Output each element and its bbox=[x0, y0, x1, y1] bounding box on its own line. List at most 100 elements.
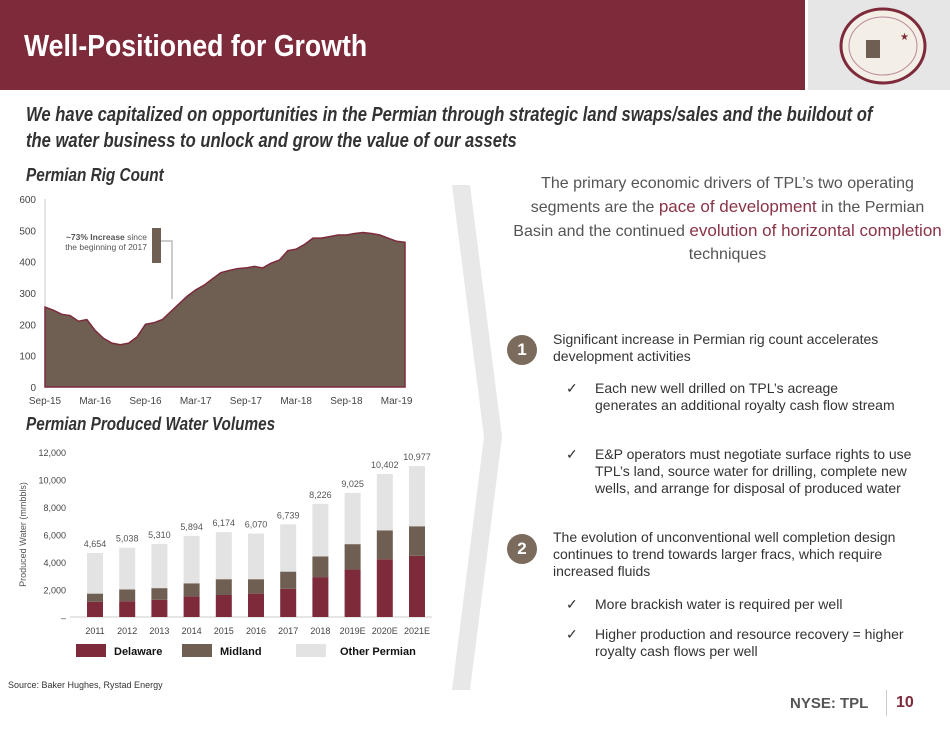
bullet-text: More brackish water is required per well bbox=[595, 596, 843, 612]
x-tick-label: 2016 bbox=[246, 626, 266, 636]
y-tick-label: 10,000 bbox=[38, 476, 66, 486]
bar-delaware bbox=[409, 555, 425, 617]
bar-other-permian bbox=[344, 492, 361, 545]
y-tick-label: 200 bbox=[19, 320, 36, 331]
intro-text: The primary economic drivers of TPL’s tw… bbox=[513, 175, 942, 263]
x-tick-label: Mar-17 bbox=[180, 396, 212, 407]
x-tick-label: Mar-18 bbox=[280, 396, 312, 407]
y-tick-label: 12,000 bbox=[38, 448, 66, 458]
bar-delaware bbox=[151, 599, 168, 617]
x-tick-label: 2021E bbox=[404, 626, 430, 636]
y-tick-label: 6,000 bbox=[43, 531, 66, 541]
bar-other-permian bbox=[215, 532, 232, 580]
water-chart: – 2,000 4,000 6,000 8,000 10,000 12,000 Produce… bbox=[18, 448, 432, 658]
svg-text:★: ★ bbox=[900, 32, 909, 43]
data-label: 4,654 bbox=[84, 539, 107, 549]
header-bar bbox=[0, 0, 805, 90]
y-tick-label: – bbox=[61, 613, 66, 623]
chevron-divider bbox=[452, 185, 502, 690]
ticker: NYSE: TPL bbox=[790, 695, 869, 712]
bar-other-permian bbox=[376, 473, 393, 531]
annotation-text: ~73% Increase since bbox=[66, 232, 147, 242]
x-tick-label: 2018 bbox=[310, 626, 330, 636]
bullet-text: E&P operators must negotiate surface rig… bbox=[595, 446, 912, 496]
x-tick-label: 2017 bbox=[278, 626, 298, 636]
rig-count-chart: 0 100 200 300 400 500 600 Sep-15 Mar-16 Sep-16 Mar… bbox=[19, 195, 413, 407]
x-tick-label: 2020E bbox=[372, 626, 398, 636]
bar-other-permian bbox=[248, 533, 264, 580]
bar-other-permian bbox=[312, 503, 329, 557]
check-icon: ✓ bbox=[566, 380, 578, 396]
bar-midland bbox=[312, 556, 329, 578]
data-label: 10,977 bbox=[403, 452, 431, 462]
point-2-text: The evolution of unconventional well com… bbox=[553, 529, 896, 579]
x-tick-label: 2014 bbox=[182, 626, 202, 636]
x-tick-label: Sep-16 bbox=[129, 396, 162, 407]
bar-delaware bbox=[183, 596, 200, 617]
bar-delaware bbox=[312, 577, 329, 617]
bar-other-permian bbox=[409, 466, 425, 527]
bar-delaware bbox=[248, 593, 264, 617]
data-label: 10,402 bbox=[371, 460, 399, 470]
bar-other-permian bbox=[87, 553, 103, 594]
bar-midland bbox=[376, 530, 393, 560]
bar-midland bbox=[248, 579, 264, 594]
legend-swatch bbox=[76, 644, 106, 657]
point-2-badge: 2 bbox=[507, 534, 537, 564]
bar-delaware bbox=[87, 601, 103, 617]
point-1-text: Significant increase in Permian rig coun… bbox=[553, 331, 879, 364]
x-tick-label: 2011 bbox=[85, 626, 104, 636]
bar-other-permian bbox=[280, 524, 297, 572]
x-tick-label: Sep-17 bbox=[230, 396, 263, 407]
data-label: 6,174 bbox=[213, 518, 236, 528]
texas-pacific-seal-icon: ★ bbox=[839, 7, 927, 85]
y-tick-label: 4,000 bbox=[43, 558, 66, 568]
x-tick-label: Sep-15 bbox=[29, 396, 62, 407]
footer-divider bbox=[886, 690, 887, 716]
x-tick-label: 2015 bbox=[214, 626, 234, 636]
check-icon: ✓ bbox=[566, 446, 578, 462]
bar-midland bbox=[183, 583, 200, 597]
bar-other-permian bbox=[119, 547, 136, 590]
data-label: 5,310 bbox=[148, 530, 171, 540]
x-tick-label: 2012 bbox=[117, 626, 137, 636]
annotation-connector bbox=[161, 240, 173, 299]
legend-swatch bbox=[296, 644, 326, 657]
data-label: 5,894 bbox=[180, 522, 203, 532]
x-tick-label: 2019E bbox=[340, 626, 366, 636]
subtitle: We have capitalized on opportunities in … bbox=[26, 104, 873, 152]
bar-delaware bbox=[344, 569, 361, 617]
check-icon: ✓ bbox=[566, 626, 578, 642]
y-tick-label: 2,000 bbox=[43, 586, 66, 596]
y-tick-label: 600 bbox=[19, 195, 36, 206]
rig-count-title: Permian Rig Count bbox=[26, 165, 164, 185]
bar-midland bbox=[409, 526, 425, 556]
bar-midland bbox=[151, 588, 168, 600]
annotation-marker bbox=[152, 228, 161, 263]
x-tick-label: Mar-19 bbox=[381, 396, 413, 407]
y-axis-label: Produced Water (mmbbls) bbox=[18, 482, 28, 587]
y-tick-label: 0 bbox=[30, 383, 36, 394]
data-label: 6,070 bbox=[245, 520, 268, 530]
bar-delaware bbox=[280, 588, 297, 617]
bar-midland bbox=[280, 571, 297, 589]
bullet-text: Higher production and resource recovery … bbox=[595, 626, 904, 659]
bar-delaware bbox=[119, 601, 136, 617]
x-tick-label: Sep-18 bbox=[330, 396, 363, 407]
water-title: Permian Produced Water Volumes bbox=[26, 414, 276, 434]
check-icon: ✓ bbox=[566, 596, 578, 612]
bar-other-permian bbox=[183, 535, 200, 584]
y-tick-label: 100 bbox=[19, 352, 36, 363]
y-tick-label: 300 bbox=[19, 289, 36, 300]
bullet-text: Each new well drilled on TPL’s acreage g… bbox=[595, 380, 895, 413]
rig-count-area bbox=[44, 231, 406, 388]
point-1-badge: 1 bbox=[507, 335, 537, 365]
legend-label: Midland bbox=[220, 646, 262, 658]
page-number: 10 bbox=[896, 694, 914, 711]
legend-label: Other Permian bbox=[340, 646, 416, 658]
bar-delaware bbox=[376, 559, 393, 617]
legend-swatch bbox=[182, 644, 212, 657]
bar-midland bbox=[119, 589, 136, 602]
y-tick-label: 8,000 bbox=[43, 503, 66, 513]
bar-midland bbox=[344, 544, 361, 570]
